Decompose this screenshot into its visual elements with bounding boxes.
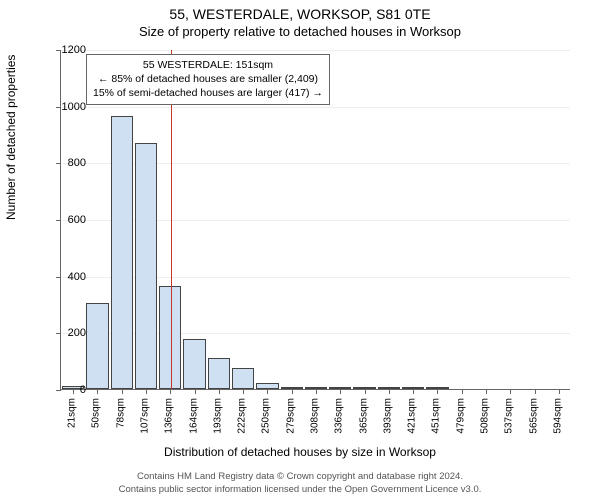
- y-tick-label: 800: [46, 157, 86, 169]
- x-tick-label: 479sqm: [455, 398, 466, 434]
- histogram-bar: [183, 339, 205, 389]
- histogram-bar: [135, 143, 157, 390]
- x-tick-label: 336sqm: [334, 398, 345, 434]
- chart-title: 55, WESTERDALE, WORKSOP, S81 0TE: [0, 0, 600, 22]
- x-tick-mark: [413, 389, 414, 394]
- x-tick-mark: [535, 389, 536, 394]
- chart-subtitle: Size of property relative to detached ho…: [0, 22, 600, 39]
- x-tick-label: 222sqm: [237, 398, 248, 434]
- footer: Contains HM Land Registry data © Crown c…: [0, 471, 600, 496]
- info-line3: 15% of semi-detached houses are larger (…: [93, 86, 323, 100]
- y-tick-label: 200: [46, 327, 86, 339]
- x-tick-mark: [437, 389, 438, 394]
- x-tick-mark: [243, 389, 244, 394]
- grid-line: [61, 50, 570, 51]
- info-box: 55 WESTERDALE: 151sqm← 85% of detached h…: [86, 54, 330, 105]
- x-tick-label: 537sqm: [504, 398, 515, 434]
- x-tick-mark: [170, 389, 171, 394]
- x-tick-label: 594sqm: [552, 398, 563, 434]
- x-tick-mark: [462, 389, 463, 394]
- x-tick-mark: [267, 389, 268, 394]
- x-tick-mark: [292, 389, 293, 394]
- x-tick-label: 421sqm: [407, 398, 418, 434]
- x-tick-mark: [389, 389, 390, 394]
- x-tick-label: 279sqm: [285, 398, 296, 434]
- x-tick-label: 193sqm: [212, 398, 223, 434]
- y-tick-label: 400: [46, 271, 86, 283]
- x-tick-label: 164sqm: [188, 398, 199, 434]
- x-tick-label: 136sqm: [164, 398, 175, 434]
- footer-line1: Contains HM Land Registry data © Crown c…: [137, 471, 463, 482]
- info-line1: 55 WESTERDALE: 151sqm: [93, 58, 323, 72]
- x-tick-mark: [340, 389, 341, 394]
- x-tick-mark: [559, 389, 560, 394]
- chart-container: 55, WESTERDALE, WORKSOP, S81 0TE Size of…: [0, 0, 600, 500]
- y-tick-label: 1200: [46, 44, 86, 56]
- x-tick-mark: [146, 389, 147, 394]
- x-tick-label: 393sqm: [382, 398, 393, 434]
- x-tick-mark: [486, 389, 487, 394]
- x-tick-label: 508sqm: [480, 398, 491, 434]
- x-tick-mark: [365, 389, 366, 394]
- footer-line2: Contains public sector information licen…: [119, 484, 482, 495]
- x-tick-label: 365sqm: [358, 398, 369, 434]
- histogram-bar: [232, 368, 254, 389]
- x-tick-label: 250sqm: [261, 398, 272, 434]
- histogram-bar: [111, 116, 133, 389]
- x-tick-label: 565sqm: [528, 398, 539, 434]
- grid-line: [61, 107, 570, 108]
- info-line2: ← 85% of detached houses are smaller (2,…: [93, 72, 323, 86]
- x-tick-mark: [195, 389, 196, 394]
- x-tick-mark: [97, 389, 98, 394]
- x-tick-label: 451sqm: [431, 398, 442, 434]
- x-tick-label: 107sqm: [140, 398, 151, 434]
- y-tick-label: 600: [46, 214, 86, 226]
- histogram-bar: [208, 358, 230, 389]
- x-tick-mark: [510, 389, 511, 394]
- x-tick-label: 50sqm: [91, 398, 102, 428]
- x-tick-mark: [219, 389, 220, 394]
- x-tick-mark: [122, 389, 123, 394]
- histogram-bar: [86, 303, 108, 389]
- x-axis-label: Distribution of detached houses by size …: [0, 445, 600, 459]
- x-tick-label: 78sqm: [115, 398, 126, 428]
- x-tick-mark: [316, 389, 317, 394]
- x-tick-label: 308sqm: [310, 398, 321, 434]
- y-axis-label: Number of detached properties: [4, 55, 18, 220]
- y-tick-label: 0: [46, 384, 86, 396]
- x-tick-label: 21sqm: [67, 398, 78, 428]
- y-tick-label: 1000: [46, 101, 86, 113]
